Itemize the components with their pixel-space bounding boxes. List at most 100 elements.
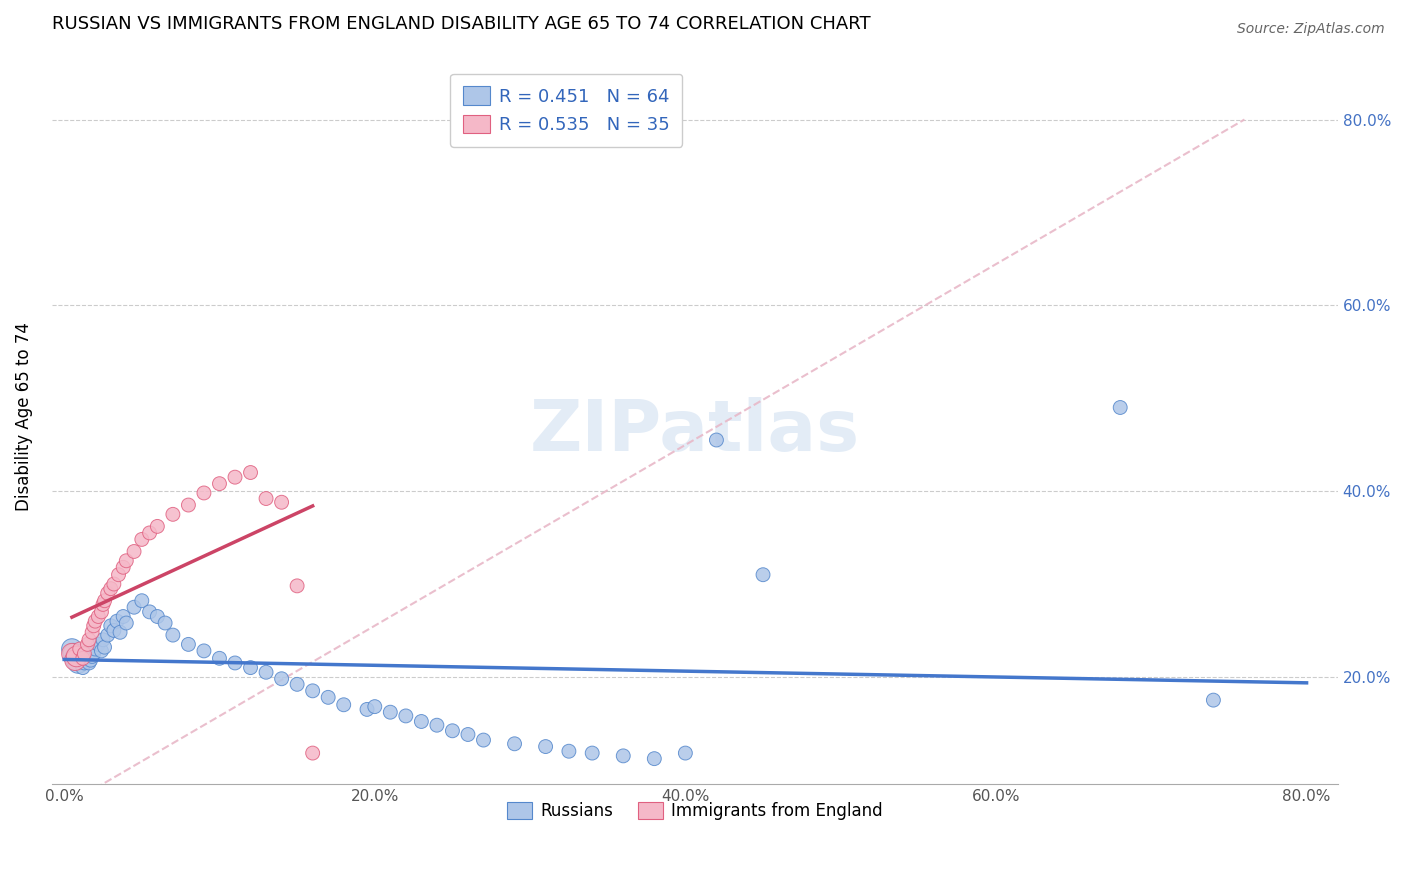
Point — [285, 579, 308, 593]
Point — [63, 651, 86, 665]
Point — [90, 605, 112, 619]
Point — [67, 656, 90, 670]
Point — [193, 644, 215, 658]
Point — [457, 727, 479, 741]
Point — [673, 746, 696, 760]
Point — [112, 609, 135, 624]
Point — [77, 656, 100, 670]
Point — [105, 614, 128, 628]
Point — [83, 647, 105, 661]
Point — [131, 533, 153, 547]
Point — [63, 653, 86, 667]
Text: RUSSIAN VS IMMIGRANTS FROM ENGLAND DISABILITY AGE 65 TO 74 CORRELATION CHART: RUSSIAN VS IMMIGRANTS FROM ENGLAND DISAB… — [52, 15, 870, 33]
Point — [706, 433, 728, 447]
Point — [73, 656, 96, 670]
Text: ZIPatlas: ZIPatlas — [530, 397, 859, 466]
Point — [380, 705, 402, 719]
Point — [193, 486, 215, 500]
Point — [316, 690, 339, 705]
Point — [301, 746, 323, 760]
Point — [87, 609, 110, 624]
Point — [472, 733, 495, 747]
Point — [1202, 693, 1225, 707]
Point — [76, 647, 98, 661]
Point — [100, 619, 122, 633]
Point — [122, 600, 145, 615]
Point — [643, 752, 665, 766]
Point — [103, 577, 125, 591]
Point — [60, 642, 83, 657]
Point — [77, 632, 100, 647]
Point — [76, 637, 98, 651]
Point — [93, 593, 115, 607]
Point — [153, 615, 176, 630]
Point — [69, 649, 91, 664]
Point — [122, 544, 145, 558]
Point — [534, 739, 557, 754]
Point — [224, 656, 246, 670]
Point — [82, 625, 104, 640]
Point — [162, 628, 184, 642]
Point — [395, 709, 418, 723]
Point — [72, 660, 94, 674]
Point — [270, 495, 292, 509]
Point — [441, 723, 464, 738]
Point — [70, 644, 93, 658]
Point — [82, 649, 104, 664]
Point — [138, 605, 160, 619]
Point — [332, 698, 354, 712]
Point — [285, 677, 308, 691]
Point — [208, 476, 231, 491]
Point — [60, 647, 83, 661]
Point — [162, 508, 184, 522]
Point — [177, 498, 200, 512]
Point — [90, 644, 112, 658]
Point — [84, 642, 107, 657]
Point — [254, 665, 277, 680]
Point — [83, 619, 105, 633]
Point — [75, 651, 97, 665]
Point — [115, 615, 138, 630]
Point — [131, 593, 153, 607]
Point — [239, 466, 262, 480]
Point — [97, 628, 120, 642]
Point — [73, 647, 96, 661]
Point — [103, 624, 125, 638]
Point — [79, 653, 101, 667]
Point — [93, 640, 115, 655]
Point — [224, 470, 246, 484]
Point — [208, 651, 231, 665]
Point — [301, 683, 323, 698]
Point — [177, 637, 200, 651]
Point — [91, 632, 114, 647]
Point — [84, 614, 107, 628]
Point — [146, 519, 169, 533]
Point — [411, 714, 433, 729]
Point — [100, 582, 122, 596]
Point — [612, 748, 634, 763]
Point — [115, 554, 138, 568]
Point — [356, 702, 378, 716]
Point — [364, 699, 387, 714]
Legend: Russians, Immigrants from England: Russians, Immigrants from England — [501, 796, 890, 827]
Point — [503, 737, 526, 751]
Point — [97, 586, 120, 600]
Point — [752, 567, 775, 582]
Point — [138, 525, 160, 540]
Y-axis label: Disability Age 65 to 74: Disability Age 65 to 74 — [15, 322, 32, 511]
Point — [65, 649, 87, 664]
Point — [108, 625, 131, 640]
Point — [69, 642, 91, 657]
Point — [254, 491, 277, 506]
Point — [72, 651, 94, 665]
Point — [107, 567, 129, 582]
Point — [91, 598, 114, 612]
Point — [146, 609, 169, 624]
Point — [62, 647, 84, 661]
Point — [270, 672, 292, 686]
Point — [558, 744, 581, 758]
Point — [239, 660, 262, 674]
Point — [112, 560, 135, 574]
Text: Source: ZipAtlas.com: Source: ZipAtlas.com — [1237, 22, 1385, 37]
Point — [87, 637, 110, 651]
